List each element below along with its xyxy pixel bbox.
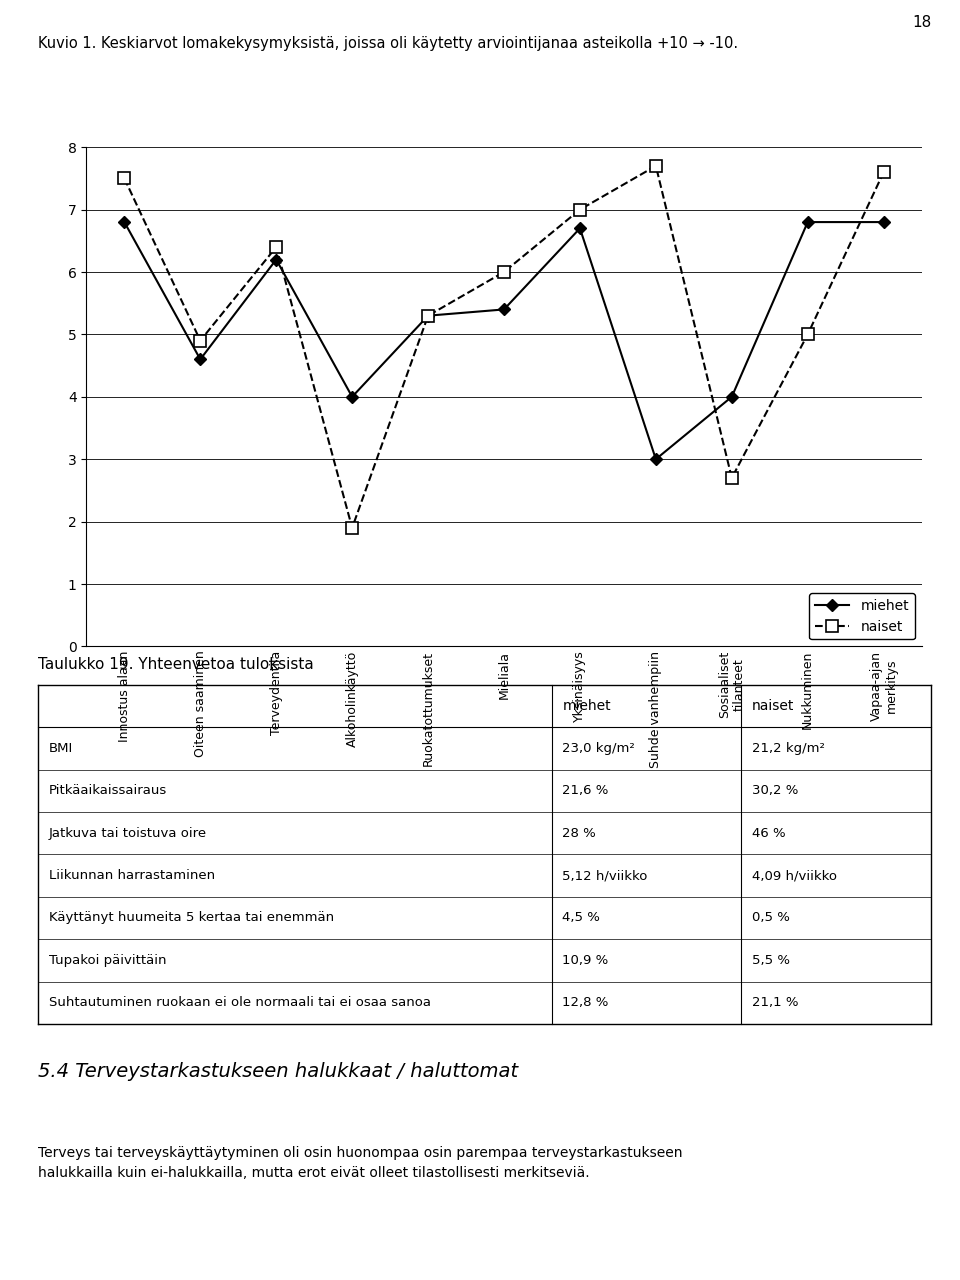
Line: miehet: miehet <box>120 218 888 463</box>
Text: 46 %: 46 % <box>752 827 785 840</box>
Text: Pitkäaikaissairaus: Pitkäaikaissairaus <box>49 785 167 797</box>
Text: 5,5 %: 5,5 % <box>752 954 790 966</box>
Text: 21,6 %: 21,6 % <box>563 785 609 797</box>
naiset <box>726 470 737 485</box>
Text: 21,1 %: 21,1 % <box>752 996 799 1010</box>
Text: 28 %: 28 % <box>563 827 596 840</box>
miehet <box>347 389 358 404</box>
naiset <box>119 170 131 186</box>
miehet <box>271 252 282 268</box>
naiset <box>877 165 889 180</box>
naiset <box>347 520 358 535</box>
miehet <box>422 308 434 324</box>
Text: Jatkuva tai toistuva oire: Jatkuva tai toistuva oire <box>49 827 207 840</box>
miehet <box>498 302 510 317</box>
naiset <box>574 202 586 218</box>
naiset <box>271 239 282 255</box>
Text: Suhtautuminen ruokaan ei ole normaali tai ei osaa sanoa: Suhtautuminen ruokaan ei ole normaali ta… <box>49 996 431 1010</box>
miehet <box>650 452 661 467</box>
miehet <box>877 214 889 229</box>
Text: 12,8 %: 12,8 % <box>563 996 609 1010</box>
Text: miehet: miehet <box>563 699 612 713</box>
Text: 4,5 %: 4,5 % <box>563 911 600 924</box>
Text: 18: 18 <box>912 15 931 31</box>
Text: naiset: naiset <box>752 699 794 713</box>
naiset <box>195 333 206 348</box>
naiset <box>802 326 813 342</box>
Text: 4,09 h/viikko: 4,09 h/viikko <box>752 869 837 882</box>
miehet <box>726 389 737 404</box>
Text: 30,2 %: 30,2 % <box>752 785 798 797</box>
Text: 21,2 kg/m²: 21,2 kg/m² <box>752 742 825 755</box>
Text: BMI: BMI <box>49 742 73 755</box>
Text: 23,0 kg/m²: 23,0 kg/m² <box>563 742 636 755</box>
Text: Käyttänyt huumeita 5 kertaa tai enemmän: Käyttänyt huumeita 5 kertaa tai enemmän <box>49 911 334 924</box>
Text: Tupakoi päivittäin: Tupakoi päivittäin <box>49 954 167 966</box>
Text: Kuvio 1. Keskiarvot lomakekysymyksistä, joissa oli käytetty arviointijanaa astei: Kuvio 1. Keskiarvot lomakekysymyksistä, … <box>38 36 738 51</box>
miehet <box>802 214 813 229</box>
Text: Liikunnan harrastaminen: Liikunnan harrastaminen <box>49 869 215 882</box>
miehet <box>574 220 586 236</box>
miehet <box>195 352 206 367</box>
miehet <box>119 214 131 229</box>
Text: Taulukko 19. Yhteenvetoa tuloksista: Taulukko 19. Yhteenvetoa tuloksista <box>38 657 314 672</box>
naiset <box>422 308 434 324</box>
Text: 0,5 %: 0,5 % <box>752 911 790 924</box>
Legend: miehet, naiset: miehet, naiset <box>809 594 915 640</box>
naiset <box>498 264 510 279</box>
Text: 10,9 %: 10,9 % <box>563 954 609 966</box>
Text: Terveys tai terveyskäyttäytyminen oli osin huonompaa osin parempaa terveystarkas: Terveys tai terveyskäyttäytyminen oli os… <box>38 1146 683 1180</box>
Text: 5.4 Terveystarkastukseen halukkaat / haluttomat: 5.4 Terveystarkastukseen halukkaat / hal… <box>38 1062 518 1082</box>
naiset <box>650 159 661 174</box>
Text: 5,12 h/viikko: 5,12 h/viikko <box>563 869 648 882</box>
Line: naiset: naiset <box>119 160 889 534</box>
